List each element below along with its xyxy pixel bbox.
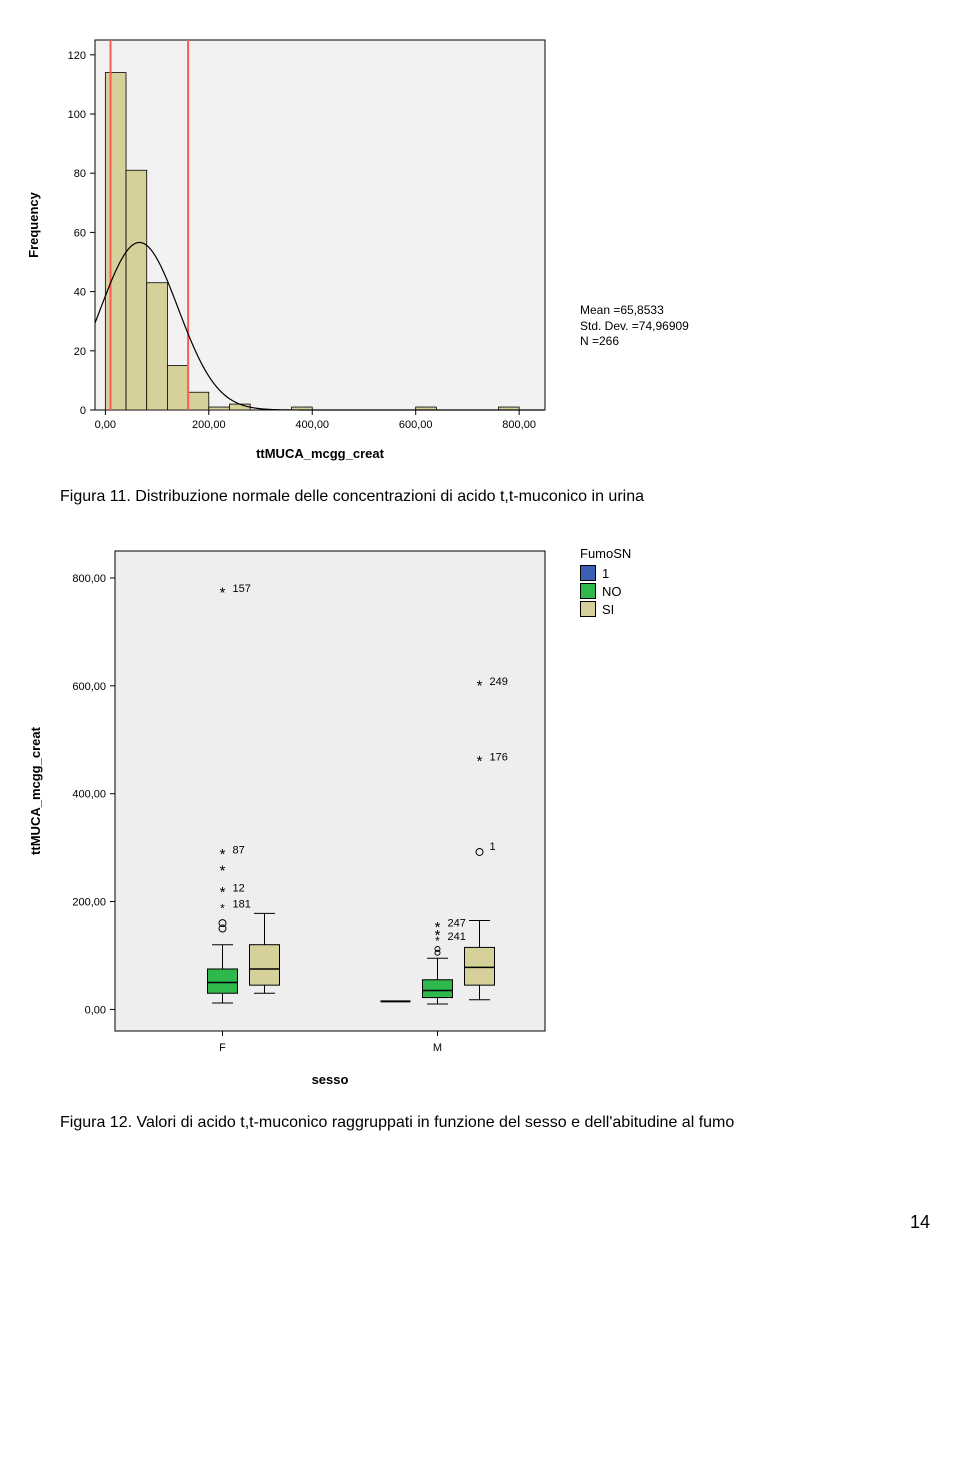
svg-text:F: F xyxy=(219,1042,226,1054)
legend-swatch xyxy=(580,601,596,617)
svg-text:200,00: 200,00 xyxy=(192,419,226,431)
figure-11-row: 0,00 200,00 400,00 600,00 800,00 0 20 40 60 80 100… xyxy=(20,30,940,470)
legend-label: SI xyxy=(602,602,614,617)
svg-text:*: * xyxy=(477,753,483,770)
svg-text:M: M xyxy=(433,1042,442,1054)
svg-text:1: 1 xyxy=(490,841,496,853)
svg-text:*: * xyxy=(220,862,226,879)
svg-text:*: * xyxy=(477,677,483,694)
legend-item: NO xyxy=(580,583,631,599)
svg-text:241: 241 xyxy=(448,931,466,943)
svg-text:800,00: 800,00 xyxy=(72,573,106,585)
legend-label: NO xyxy=(602,584,622,599)
svg-text:0,00: 0,00 xyxy=(85,1004,106,1016)
legend-title: FumoSN xyxy=(580,546,631,561)
svg-text:0,00: 0,00 xyxy=(95,419,116,431)
svg-text:sesso: sesso xyxy=(312,1072,349,1087)
svg-text:*: * xyxy=(220,585,226,602)
svg-text:ttMUCA_mcgg_creat: ttMUCA_mcgg_creat xyxy=(28,726,43,855)
svg-text:200,00: 200,00 xyxy=(72,897,106,909)
svg-text:80: 80 xyxy=(74,168,86,180)
boxplot-legend: FumoSN 1 NO SI xyxy=(580,546,631,619)
svg-text:*: * xyxy=(220,884,226,901)
page-number: 14 xyxy=(20,1212,940,1233)
legend-item: 1 xyxy=(580,565,631,581)
legend-item: SI xyxy=(580,601,631,617)
svg-text:249: 249 xyxy=(490,676,508,688)
svg-text:40: 40 xyxy=(74,287,86,299)
svg-text:*: * xyxy=(220,901,225,915)
svg-text:0: 0 xyxy=(80,405,86,417)
svg-text:400,00: 400,00 xyxy=(72,789,106,801)
legend-swatch xyxy=(580,583,596,599)
histogram-chart: 0,00 200,00 400,00 600,00 800,00 0 20 40 60 80 100… xyxy=(20,30,560,470)
svg-text:400,00: 400,00 xyxy=(295,419,329,431)
svg-text:176: 176 xyxy=(490,751,508,763)
svg-text:120: 120 xyxy=(68,50,86,62)
svg-text:600,00: 600,00 xyxy=(72,681,106,693)
figure-12-caption: Figura 12. Valori di acido t,t-muconico … xyxy=(60,1114,940,1132)
svg-text:20: 20 xyxy=(74,346,86,358)
svg-text:800,00: 800,00 xyxy=(502,419,536,431)
svg-text:ttMUCA_mcgg_creat: ttMUCA_mcgg_creat xyxy=(256,446,385,461)
svg-text:157: 157 xyxy=(233,583,251,595)
svg-text:*: * xyxy=(220,846,226,863)
svg-text:12: 12 xyxy=(233,882,245,894)
boxplot-chart: 0,00200,00400,00600,00800,00FM*157*87**1… xyxy=(20,536,560,1096)
svg-text:247: 247 xyxy=(448,918,466,930)
svg-text:181: 181 xyxy=(233,899,251,911)
figure-12-row: 0,00200,00400,00600,00800,00FM*157*87**1… xyxy=(20,536,940,1096)
figure-11-caption: Figura 11. Distribuzione normale delle c… xyxy=(60,488,940,506)
legend-label: 1 xyxy=(602,566,609,581)
svg-text:100: 100 xyxy=(68,109,86,121)
svg-text:*: * xyxy=(435,934,440,948)
legend-swatch xyxy=(580,565,596,581)
histogram-stats: Mean =65,8533 Std. Dev. =74,96909 N =266 xyxy=(580,303,689,350)
svg-text:87: 87 xyxy=(233,845,245,857)
svg-text:60: 60 xyxy=(74,227,86,239)
svg-text:Frequency: Frequency xyxy=(26,191,41,258)
svg-text:600,00: 600,00 xyxy=(399,419,433,431)
